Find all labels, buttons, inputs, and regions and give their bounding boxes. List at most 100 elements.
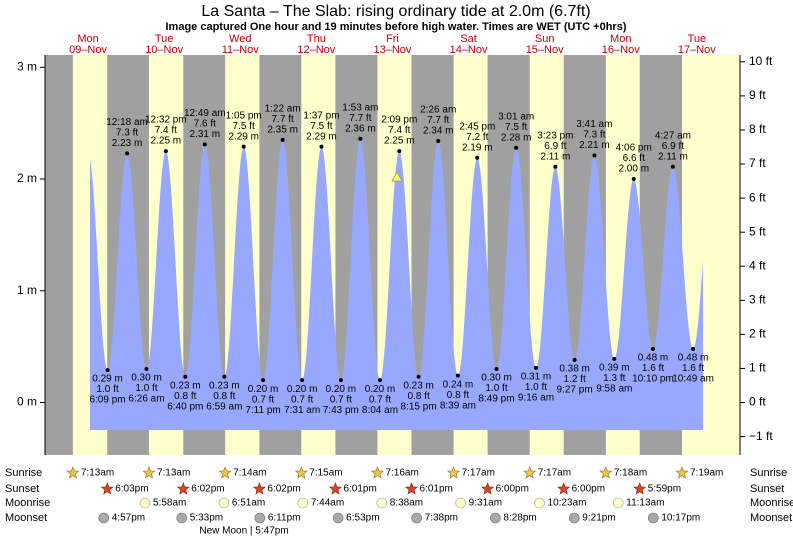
y2-tick-label: −1 ft	[749, 429, 773, 443]
tide-ft: 0.8 ft	[447, 390, 469, 401]
sunrise-time: 7:16am	[385, 468, 418, 479]
moonrise-icon	[376, 497, 388, 509]
tide-ft: 6.6 ft	[623, 153, 645, 164]
tide-m: 2.11 m	[658, 151, 688, 162]
sunrise-time: 7:17am	[538, 468, 571, 479]
tide-m: 2.00 m	[618, 164, 649, 175]
row-label: Moonrise	[5, 497, 50, 509]
moonset-icon	[176, 512, 188, 524]
row-label: Sunset	[5, 483, 39, 495]
tide-time: 1:53 am	[342, 102, 378, 113]
moonset-time: 9:21pm	[582, 513, 615, 524]
y-tick-label: 1 m	[17, 283, 37, 297]
sunset-icon	[252, 482, 266, 495]
tide-ft: 1.6 ft	[682, 363, 704, 374]
tide-ft: 1.3 ft	[603, 373, 625, 384]
y-tick-label: 0 m	[17, 395, 37, 409]
tide-m: 2.21 m	[579, 140, 610, 151]
tide-m: 0.23 m	[403, 380, 434, 391]
tide-ft: 6.9 ft	[662, 141, 684, 152]
sunset-time: 6:03pm	[115, 484, 148, 495]
tide-ft: 6.9 ft	[544, 141, 566, 152]
moonrise-time: 10:23am	[548, 498, 587, 509]
tide-time: 1:05 pm	[226, 110, 262, 121]
tide-time: 7:31 am	[284, 405, 320, 416]
sunrise-icon	[218, 466, 232, 479]
day-date: 11–Nov	[222, 44, 260, 56]
sunrise-time: 7:13am	[157, 468, 190, 479]
tide-point	[144, 366, 149, 371]
tide-time: 7:11 pm	[245, 405, 280, 416]
moonset-icon	[254, 512, 266, 524]
tide-point	[514, 145, 519, 150]
tide-m: 0.29 m	[92, 374, 123, 385]
tide-time: 8:04 am	[362, 405, 398, 416]
tide-point	[455, 373, 460, 378]
tide-time: 6:26 am	[128, 394, 164, 405]
tide-m: 0.24 m	[443, 379, 474, 390]
y2-tick-label: 10 ft	[749, 54, 773, 68]
tide-point	[241, 144, 246, 149]
chart-subtitle: Image captured One hour and 19 minutes b…	[166, 21, 627, 33]
tide-ft: 0.8 ft	[407, 391, 429, 402]
tide-ft: 1.0 ft	[485, 383, 507, 394]
tide-m: 2.28 m	[501, 132, 532, 143]
y-tick-label: 2 m	[17, 171, 37, 185]
tide-point	[631, 177, 636, 182]
y-tick-label: 3 m	[17, 59, 37, 73]
tide-ft: 0.7 ft	[252, 394, 274, 405]
tide-time: 9:27 pm	[557, 385, 593, 396]
tide-ft: 0.7 ft	[291, 394, 313, 405]
moonset-icon	[568, 512, 580, 524]
sunrise-icon	[370, 466, 384, 479]
tide-time: 8:39 am	[440, 400, 476, 411]
tide-m: 2.11 m	[540, 151, 570, 162]
sunrise-time: 7:19am	[690, 468, 723, 479]
tide-point	[612, 356, 617, 361]
sunset-icon	[481, 482, 495, 495]
tide-ft: 7.2 ft	[466, 132, 488, 143]
moonrise-icon	[139, 497, 151, 509]
tide-ft: 7.7 ft	[272, 114, 294, 125]
tide-area	[90, 139, 703, 430]
tide-m: 0.20 m	[287, 384, 318, 395]
day-date: 13–Nov	[373, 44, 411, 56]
moonset-time: 4:57pm	[112, 513, 145, 524]
y2-tick-label: 7 ft	[749, 156, 766, 170]
tide-point	[358, 136, 363, 141]
tide-ft: 1.2 ft	[563, 374, 585, 385]
tide-time: 3:23 pm	[537, 130, 573, 141]
day-name: Wed	[229, 33, 251, 45]
tide-m: 0.23 m	[170, 380, 201, 391]
tide-m: 0.38 m	[559, 364, 590, 375]
tide-point	[202, 142, 207, 147]
tide-ft: 0.8 ft	[213, 391, 235, 402]
tide-point	[319, 144, 324, 149]
tide-m: 2.23 m	[112, 138, 143, 149]
tide-point	[691, 346, 696, 351]
tide-m: 2.29 m	[228, 131, 259, 142]
tide-point	[533, 365, 538, 370]
sunrise-icon	[675, 466, 689, 479]
tide-point	[300, 378, 305, 383]
day-name: Tue	[155, 33, 174, 45]
moonrise-time: 11:13am	[626, 498, 664, 509]
tide-m: 0.20 m	[365, 384, 396, 395]
moonset-time: 10:17pm	[661, 513, 700, 524]
tide-point	[592, 153, 597, 158]
tide-ft: 1.0 ft	[135, 383, 157, 394]
tide-time: 8:49 pm	[478, 394, 514, 405]
tide-point	[280, 137, 285, 142]
tide-m: 2.35 m	[267, 125, 298, 136]
day-date: 15–Nov	[526, 44, 564, 56]
sunset-icon	[633, 482, 647, 495]
moonset-icon	[490, 512, 501, 524]
moonset-icon	[98, 512, 110, 524]
tide-ft: 7.7 ft	[349, 113, 371, 124]
tide-ft: 7.3 ft	[583, 130, 605, 141]
tide-time: 6:59 am	[206, 401, 242, 412]
tide-ft: 0.8 ft	[174, 391, 196, 402]
row-label: Sunrise	[750, 467, 787, 479]
moonset-icon	[648, 512, 659, 524]
